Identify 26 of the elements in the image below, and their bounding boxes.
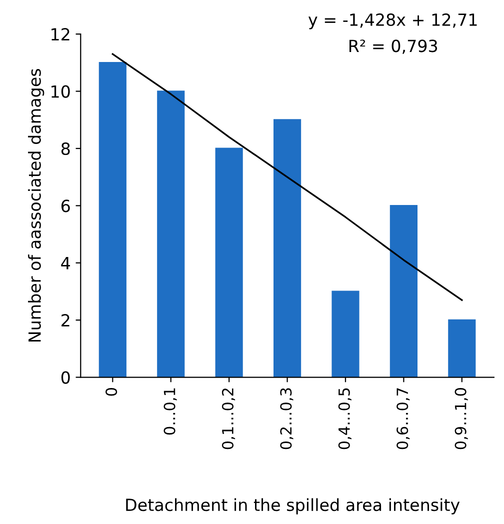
bar xyxy=(157,90,185,378)
text: y = -1,428x + 12,71 xyxy=(308,13,477,30)
bar xyxy=(448,319,476,378)
bar xyxy=(273,119,302,378)
bar xyxy=(215,148,243,378)
x-tick-label: 0 xyxy=(106,388,118,396)
x-tick-label: 0,2...0,3 xyxy=(280,388,294,450)
y-tick-label: 12 xyxy=(52,28,70,40)
y-tick-label: 0 xyxy=(61,371,70,384)
bar xyxy=(390,204,418,378)
y-tick-label: 8 xyxy=(61,142,70,156)
x-axis-title: Detachment in the spilled area intensity xyxy=(126,498,460,514)
bar xyxy=(332,290,360,378)
x-tick-label: 0...0,1 xyxy=(164,388,177,435)
bar xyxy=(98,62,126,378)
y-tick-label: 2 xyxy=(62,314,70,326)
y-tick-label: 10 xyxy=(52,85,70,98)
y-tick-label: 6 xyxy=(61,200,70,212)
line-series xyxy=(112,53,463,301)
x-tick-label: 0,9...1,0 xyxy=(454,388,468,450)
x-tick-label: 0,4...0,5 xyxy=(338,388,352,450)
annotation: R² = 0,793 xyxy=(349,40,438,54)
y-axis-title: Number of aassociated damages xyxy=(28,68,44,342)
x-tick-label: 0,6...0,7 xyxy=(396,388,410,450)
y-tick-label: 4 xyxy=(61,257,70,270)
x-tick-label: 0,1...0,2 xyxy=(222,388,236,450)
